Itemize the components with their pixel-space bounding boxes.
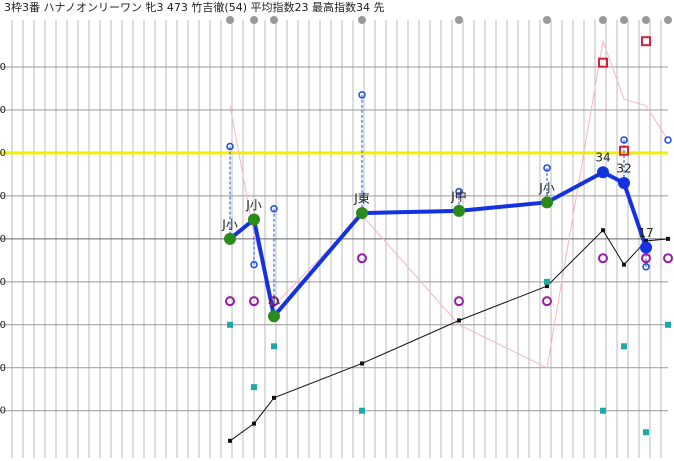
purple-point: [249, 296, 259, 307]
blue-point: [620, 136, 628, 144]
purple-point: [454, 296, 464, 307]
point-label: J小: [245, 198, 262, 212]
point-label: J中: [450, 188, 467, 203]
y-tick-label: 80: [0, 191, 6, 202]
y-tick-label: 60: [0, 234, 6, 245]
purple-point: [598, 253, 608, 264]
y-tick-label: -20: [0, 406, 6, 417]
point-label: J東: [353, 192, 370, 206]
top-marker: [250, 16, 258, 24]
blue-point: [664, 136, 672, 144]
top-marker: [664, 16, 672, 24]
red-point: [619, 145, 629, 156]
point-label: 17: [638, 226, 653, 240]
top-marker: [226, 16, 234, 24]
index-point: [640, 241, 652, 254]
pink-line: [229, 39, 669, 369]
point-label: J小: [221, 217, 238, 231]
index-point: [541, 196, 553, 209]
blue-point: [642, 263, 650, 271]
teal-point: [251, 384, 257, 391]
index-point: [224, 232, 236, 245]
point-label: 小: [268, 295, 280, 309]
point-label: 34: [595, 151, 610, 165]
purple-point: [269, 296, 279, 307]
blue-point: [358, 91, 366, 99]
top-marker: [270, 16, 278, 24]
teal-point: [227, 321, 233, 328]
teal-point: [643, 429, 649, 436]
index-point: [248, 213, 260, 226]
index-point: [597, 166, 609, 179]
top-marker: [599, 16, 607, 24]
black-line: [229, 229, 669, 442]
blue-point: [270, 205, 278, 213]
teal-point: [621, 343, 627, 350]
teal-point: [359, 407, 365, 414]
teal-point: [544, 278, 550, 285]
black-point: [666, 236, 670, 241]
top-marker: [543, 16, 551, 24]
red-point: [598, 57, 608, 68]
point-label: J小: [538, 181, 555, 195]
purple-point: [663, 253, 673, 264]
teal-point: [665, 321, 671, 328]
y-tick-label: 0: [0, 363, 6, 374]
y-tick-label: 140: [0, 62, 6, 73]
red-point: [641, 36, 651, 47]
y-tick-label: 120: [0, 105, 6, 116]
chart-title: 3枠3番 ハナノオンリーワン 牝3 473 竹吉徹(54) 平均指数23 最高指…: [4, 0, 385, 14]
top-marker: [455, 16, 463, 24]
y-tick-label: 20: [0, 320, 6, 331]
top-marker: [620, 16, 628, 24]
index-point: [453, 204, 465, 217]
purple-point: [225, 296, 235, 307]
purple-point: [357, 253, 367, 264]
teal-point: [271, 343, 277, 350]
index-point: [618, 176, 630, 189]
black-point: [545, 284, 549, 289]
purple-point: [641, 253, 651, 264]
teal-point: [600, 407, 606, 414]
blue-point: [226, 142, 234, 151]
black-point: [252, 421, 256, 426]
blue-point: [543, 164, 551, 172]
black-point: [228, 438, 232, 443]
index-point: [268, 310, 280, 323]
black-point: [457, 318, 461, 323]
index-point: [356, 207, 368, 220]
y-tick-label: 100: [0, 148, 6, 159]
blue-point: [455, 187, 463, 196]
black-point: [601, 228, 605, 233]
black-point: [360, 361, 364, 366]
point-label: 32: [616, 161, 631, 175]
black-point: [622, 262, 626, 267]
top-marker: [642, 16, 650, 24]
black-point: [644, 239, 648, 243]
black-point: [272, 395, 276, 400]
blue-point: [250, 260, 258, 269]
purple-point: [542, 296, 552, 307]
y-tick-label: 40: [0, 277, 6, 288]
top-marker: [358, 16, 366, 24]
